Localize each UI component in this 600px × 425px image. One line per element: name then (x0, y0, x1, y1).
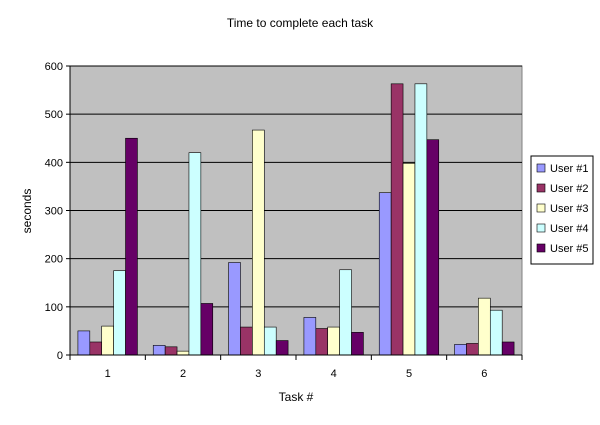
bar (228, 262, 241, 356)
bar (501, 341, 515, 356)
x-tick-labels: 1 2 3 4 5 6 (105, 368, 488, 380)
bars (77, 83, 515, 356)
bar (176, 350, 190, 356)
bar (414, 83, 428, 356)
y-tick-label: 200 (45, 254, 63, 266)
bar (113, 270, 126, 356)
bar (327, 326, 340, 356)
legend-label: User #3 (550, 203, 589, 215)
bar (240, 326, 253, 356)
bar (402, 162, 416, 356)
chart-title: Time to complete each task (227, 16, 374, 30)
grid-lines (70, 65, 522, 308)
x-tick-label: 6 (481, 368, 487, 380)
bar (478, 297, 491, 356)
axes (66, 65, 523, 360)
bar (164, 346, 178, 356)
x-tick-label: 4 (331, 368, 337, 380)
bar (489, 309, 503, 356)
legend-swatch (536, 183, 546, 193)
legend-swatch (536, 223, 546, 233)
y-tick-labels: 0 100 200 300 400 500 600 (45, 61, 63, 362)
bar (125, 137, 138, 356)
legend-label: User #1 (550, 163, 589, 175)
y-tick-label: 100 (45, 302, 63, 314)
bar (152, 345, 166, 356)
bar (188, 152, 202, 356)
bar (200, 303, 214, 356)
y-tick-label: 400 (45, 157, 63, 169)
x-tick-label: 2 (180, 368, 186, 380)
bar (315, 328, 329, 356)
bar (454, 344, 467, 356)
legend-label: User #2 (550, 183, 589, 195)
bar (303, 317, 317, 356)
legend-swatch (536, 163, 546, 173)
legend-label: User #4 (550, 223, 589, 235)
bar (339, 269, 352, 356)
bar (351, 332, 364, 356)
bar (426, 139, 440, 356)
legend: User #1 User #2 User #3 User #4 User #5 (530, 155, 594, 265)
x-tick-label: 5 (406, 368, 412, 380)
bar (77, 330, 91, 356)
y-tick-label: 600 (45, 61, 63, 73)
bar (466, 343, 479, 356)
bar (101, 325, 114, 356)
bar (390, 83, 404, 356)
bar (252, 129, 265, 356)
y-tick-label: 0 (57, 350, 63, 362)
bar (378, 192, 392, 356)
legend-swatch (536, 203, 546, 213)
y-tick-label: 500 (45, 109, 63, 121)
x-tick-label: 3 (255, 368, 261, 380)
bar (89, 341, 103, 356)
legend-items: User #1 User #2 User #3 User #4 User #5 (536, 163, 589, 255)
y-tick-label: 300 (45, 206, 63, 218)
x-tick-label: 1 (105, 368, 111, 380)
y-axis-title: seconds (20, 189, 34, 234)
bar (263, 326, 277, 356)
legend-label: User #5 (550, 243, 589, 255)
x-axis-title: Task # (279, 390, 314, 404)
legend-swatch (536, 243, 546, 253)
bar (275, 340, 289, 356)
